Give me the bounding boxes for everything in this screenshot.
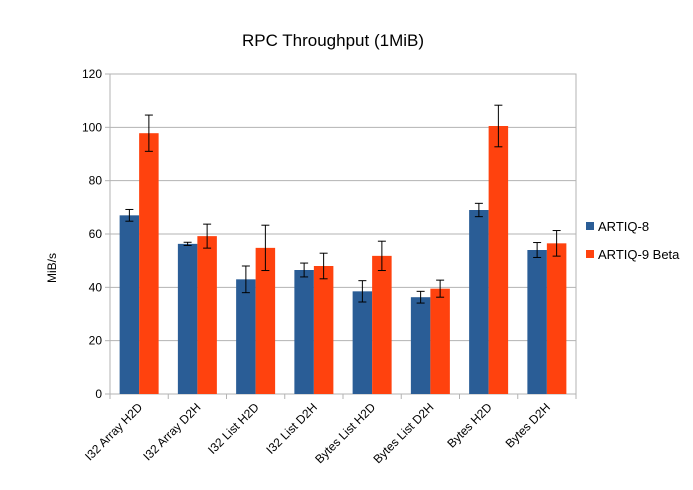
x-tick-label: Bytes D2H: [503, 400, 553, 450]
bar: [197, 236, 217, 394]
y-tick-label: 0: [95, 387, 102, 401]
legend-label: ARTIQ-9 Beta: [598, 247, 680, 262]
bar: [294, 270, 314, 394]
bar: [430, 288, 450, 394]
x-tick-label: Bytes List H2D: [312, 400, 378, 466]
bar: [139, 133, 159, 394]
y-tick-label: 60: [89, 227, 103, 241]
y-axis-label: MiB/s: [45, 253, 59, 283]
x-tick-label: I32 Array H2D: [82, 400, 145, 463]
y-tick-label: 20: [89, 334, 103, 348]
x-tick-label: I32 List D2H: [263, 400, 320, 457]
legend-swatch: [586, 250, 594, 258]
bar: [410, 297, 431, 394]
bar: [255, 247, 276, 394]
x-tick-label: I32 Array D2H: [140, 400, 203, 463]
x-tick-label: I32 List H2D: [205, 400, 262, 457]
y-tick-label: 80: [89, 174, 103, 188]
legend-label: ARTIQ-8: [598, 219, 649, 234]
legend-swatch: [586, 222, 594, 230]
bar: [546, 243, 567, 394]
bar: [372, 255, 392, 394]
bar: [177, 243, 198, 394]
bar: [352, 291, 373, 394]
y-tick-label: 120: [82, 67, 102, 81]
y-tick-label: 100: [82, 120, 102, 134]
bar: [236, 279, 256, 394]
legend: ARTIQ-8 ARTIQ-9 Beta: [586, 219, 680, 262]
bar: [119, 215, 140, 394]
bar: [469, 210, 489, 394]
chart-title: RPC Throughput (1MiB): [242, 31, 424, 50]
x-tick-label: Bytes List D2H: [370, 400, 436, 466]
y-tick-label: 40: [89, 280, 103, 294]
x-tick-label: Bytes H2D: [444, 400, 495, 451]
bar: [527, 250, 547, 394]
bar: [488, 126, 509, 394]
bar: [313, 266, 334, 394]
